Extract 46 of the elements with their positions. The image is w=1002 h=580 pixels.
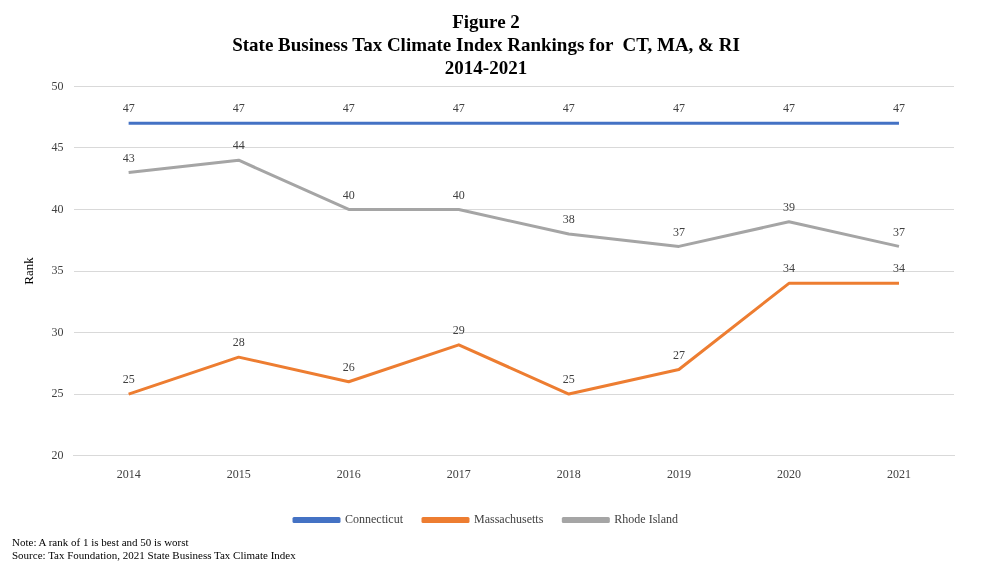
data-label: 29 — [452, 323, 465, 337]
data-label: 47 — [342, 101, 355, 116]
data-label: 39 — [782, 199, 795, 214]
y-tick-label: 50 — [51, 78, 64, 93]
x-tick-label: 2020 — [776, 466, 801, 481]
x-tick-label: 2019 — [666, 466, 691, 481]
data-label: 34 — [892, 261, 905, 276]
data-label: 40 — [342, 187, 355, 202]
data-label: 47 — [672, 101, 685, 116]
data-label: 40 — [452, 187, 465, 202]
data-label: 47 — [232, 101, 245, 116]
data-label: 47 — [122, 101, 135, 116]
y-tick-label: 20 — [51, 447, 64, 462]
data-label: 25 — [562, 372, 575, 387]
x-tick-label: 2016 — [336, 466, 361, 481]
y-tick-label: 45 — [51, 140, 64, 155]
x-tick-label: 2018 — [556, 466, 581, 481]
x-tick-label: 2015 — [226, 466, 251, 481]
chart-title: Figure 2 State Business Tax Climate Index Rankings for CT, MA, & RI 2014-2021 — [232, 11, 740, 78]
data-label: 47 — [562, 101, 575, 116]
x-tick-label: 2014 — [116, 466, 141, 481]
data-label: 37 — [892, 224, 905, 239]
legend-label: Connecticut — [345, 512, 404, 527]
data-label: 25 — [122, 372, 135, 387]
data-label: 38 — [562, 212, 575, 227]
x-tick-label: 2021 — [886, 466, 911, 481]
data-label: 28 — [232, 335, 245, 350]
data-label: 34 — [782, 261, 795, 276]
data-label: 44 — [232, 138, 245, 153]
data-label: 47 — [782, 101, 795, 116]
source-note: Source: Tax Foundation, 2021 State Business Tax Climate Index — [12, 549, 297, 562]
legend-label: Massachusetts — [474, 512, 544, 527]
data-label: 47 — [892, 101, 905, 116]
legend-label: Rhode Island — [614, 512, 678, 527]
y-tick-label: 30 — [51, 324, 64, 339]
data-label: 37 — [672, 224, 685, 239]
data-label: 43 — [122, 150, 135, 165]
y-tick-label: 40 — [51, 201, 64, 216]
data-label: 27 — [672, 347, 685, 362]
y-axis-title: Rank — [21, 256, 37, 285]
y-tick-label: 25 — [51, 386, 64, 401]
data-label: 26 — [342, 359, 355, 374]
data-label: 47 — [452, 101, 465, 116]
x-tick-label: 2017 — [446, 466, 471, 481]
text: Note: A rank of 1 is best and 50 is worst — [12, 536, 190, 549]
y-tick-label: 35 — [51, 263, 64, 278]
